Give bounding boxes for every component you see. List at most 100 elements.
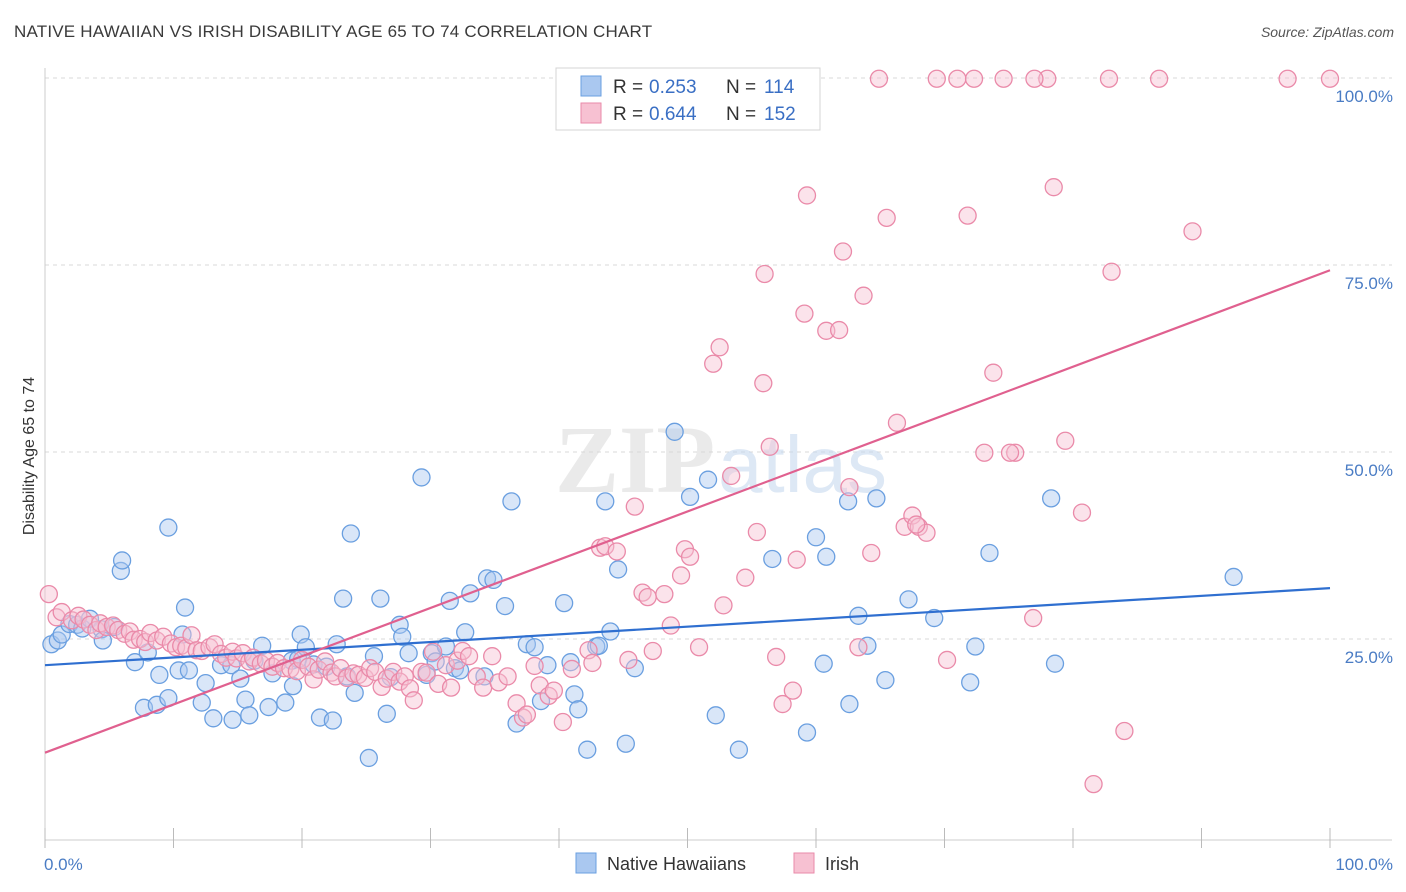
- irish-point-141: [1024, 608, 1043, 628]
- irish-point-125: [869, 69, 889, 88]
- irish-point-73: [467, 667, 486, 686]
- irish-point-133: [937, 650, 957, 670]
- native-hawaiian-point-89: [616, 734, 635, 753]
- native-hawaiian-point-28: [223, 710, 242, 729]
- irish-point-97: [655, 584, 674, 604]
- trend-lines: [44, 269, 1331, 754]
- source-credit: Source: ZipAtlas.com: [1260, 24, 1394, 40]
- grid-lines: [45, 77, 1392, 640]
- irish-point-122: [849, 638, 868, 657]
- irish-point-96: [643, 641, 662, 661]
- native-hawaiian-point-112: [1042, 489, 1061, 508]
- data-points: [39, 69, 1340, 794]
- irish-point-70: [448, 651, 467, 670]
- native-hawaiian-point-94: [706, 706, 725, 725]
- irish-point-86: [562, 659, 581, 679]
- native-hawaiian-point-45: [323, 711, 342, 730]
- irish-point-1: [47, 608, 66, 627]
- native-hawaiian-point-78: [538, 656, 557, 675]
- native-hawaiian-point-70: [484, 570, 503, 590]
- native-hawaiian-point-19: [169, 661, 188, 680]
- y-tick-label-3: 100.0%: [1335, 87, 1393, 106]
- native-hawaiian-point-11: [112, 551, 132, 570]
- native-hawaiian-point-22: [175, 598, 195, 617]
- native-hawaiian-point-108: [925, 608, 944, 628]
- irish-point-106: [722, 466, 741, 486]
- irish-point-72: [459, 647, 479, 666]
- irish-point-109: [754, 374, 773, 393]
- irish-point-147: [1099, 69, 1119, 88]
- native-hawaiian-point-76: [525, 638, 544, 657]
- bottom-legend-label-irish: Irish: [825, 854, 859, 874]
- irish-point-136: [964, 69, 984, 88]
- native-hawaiian-point-57: [393, 627, 412, 646]
- native-hawaiian-point-52: [364, 647, 384, 666]
- irish-point-157: [1025, 69, 1044, 88]
- irish-point-149: [1115, 721, 1134, 741]
- irish-point-60: [390, 672, 409, 691]
- legend-swatch-native-hawaiians: [580, 75, 602, 97]
- native-hawaiian-point-99: [814, 654, 833, 673]
- irish-point-80: [517, 705, 537, 724]
- legend-r-label-2: R =: [613, 104, 643, 125]
- irish-point-92: [619, 650, 638, 670]
- irish-point-127: [887, 413, 907, 432]
- native-hawaiian-point-81: [565, 685, 584, 704]
- native-hawaiian-point-53: [371, 589, 390, 608]
- irish-point-75: [483, 647, 502, 666]
- irish-point-77: [498, 667, 517, 686]
- native-hawaiian-point-6: [80, 609, 100, 628]
- irish-point-144: [1056, 431, 1075, 450]
- native-hawaiian-point-91: [665, 422, 684, 441]
- native-hawaiian-point-88: [608, 560, 628, 579]
- native-hawaiian-point-110: [966, 637, 985, 656]
- native-hawaiian-point-102: [840, 694, 859, 714]
- native-hawaiian-point-12: [125, 653, 145, 672]
- irish-point-65: [417, 663, 436, 682]
- irish-point-134: [948, 69, 967, 88]
- irish-point-124: [862, 543, 881, 563]
- irish-point-84: [544, 681, 564, 700]
- native-hawaiian-point-83: [578, 740, 597, 759]
- native-hawaiian-point-95: [729, 740, 749, 759]
- irish-point-123: [854, 286, 873, 305]
- native-hawaiian-point-67: [456, 623, 475, 642]
- irish-point-105: [714, 596, 733, 615]
- native-hawaiian-point-47: [333, 589, 353, 608]
- irish-point-150: [1149, 69, 1169, 88]
- native-hawaiian-point-107: [899, 590, 918, 609]
- native-hawaiian-point-16: [150, 665, 169, 685]
- irish-point-101: [680, 547, 700, 566]
- irish-point-99: [671, 566, 691, 585]
- irish-point-104: [710, 338, 729, 357]
- native-hawaiian-point-93: [698, 470, 718, 489]
- legend-n-label-1: N =: [726, 77, 756, 98]
- bottom-legend-label-native-hawaiians: Native Hawaiians: [607, 854, 746, 874]
- watermark: ZIP atlas: [555, 406, 887, 513]
- irish-point-117: [797, 186, 817, 205]
- native-hawaiian-trend-line: [44, 587, 1331, 667]
- irish-point-121: [840, 478, 859, 497]
- irish-point-114: [783, 681, 803, 700]
- tick-labels: 25.0% 50.0% 75.0% 100.0% 0.0% 100.0%: [44, 87, 1393, 874]
- irish-point-146: [1084, 774, 1103, 794]
- irish-point-115: [787, 550, 806, 569]
- irish-point-69: [441, 678, 461, 697]
- irish-point-152: [1278, 69, 1297, 88]
- irish-point-137: [975, 443, 994, 462]
- native-hawaiian-point-34: [259, 697, 278, 717]
- native-hawaiian-point-82: [569, 700, 588, 719]
- y-axis-label: Disability Age 65 to 74: [21, 377, 38, 535]
- bottom-legend-swatch-native-hawaiians: [575, 852, 597, 874]
- native-hawaiian-point-92: [680, 487, 700, 507]
- irish-point-47: [315, 652, 335, 671]
- irish-point-110: [755, 264, 774, 284]
- irish-point-9: [97, 617, 116, 637]
- irish-point-76: [489, 673, 508, 692]
- irish-point-155: [1000, 443, 1020, 462]
- native-hawaiian-point-101: [838, 492, 858, 511]
- irish-point-113: [773, 694, 792, 714]
- irish-point-91: [607, 542, 626, 561]
- bottom-legend-swatch-irish: [793, 852, 815, 874]
- native-hawaiian-point-31: [240, 706, 259, 725]
